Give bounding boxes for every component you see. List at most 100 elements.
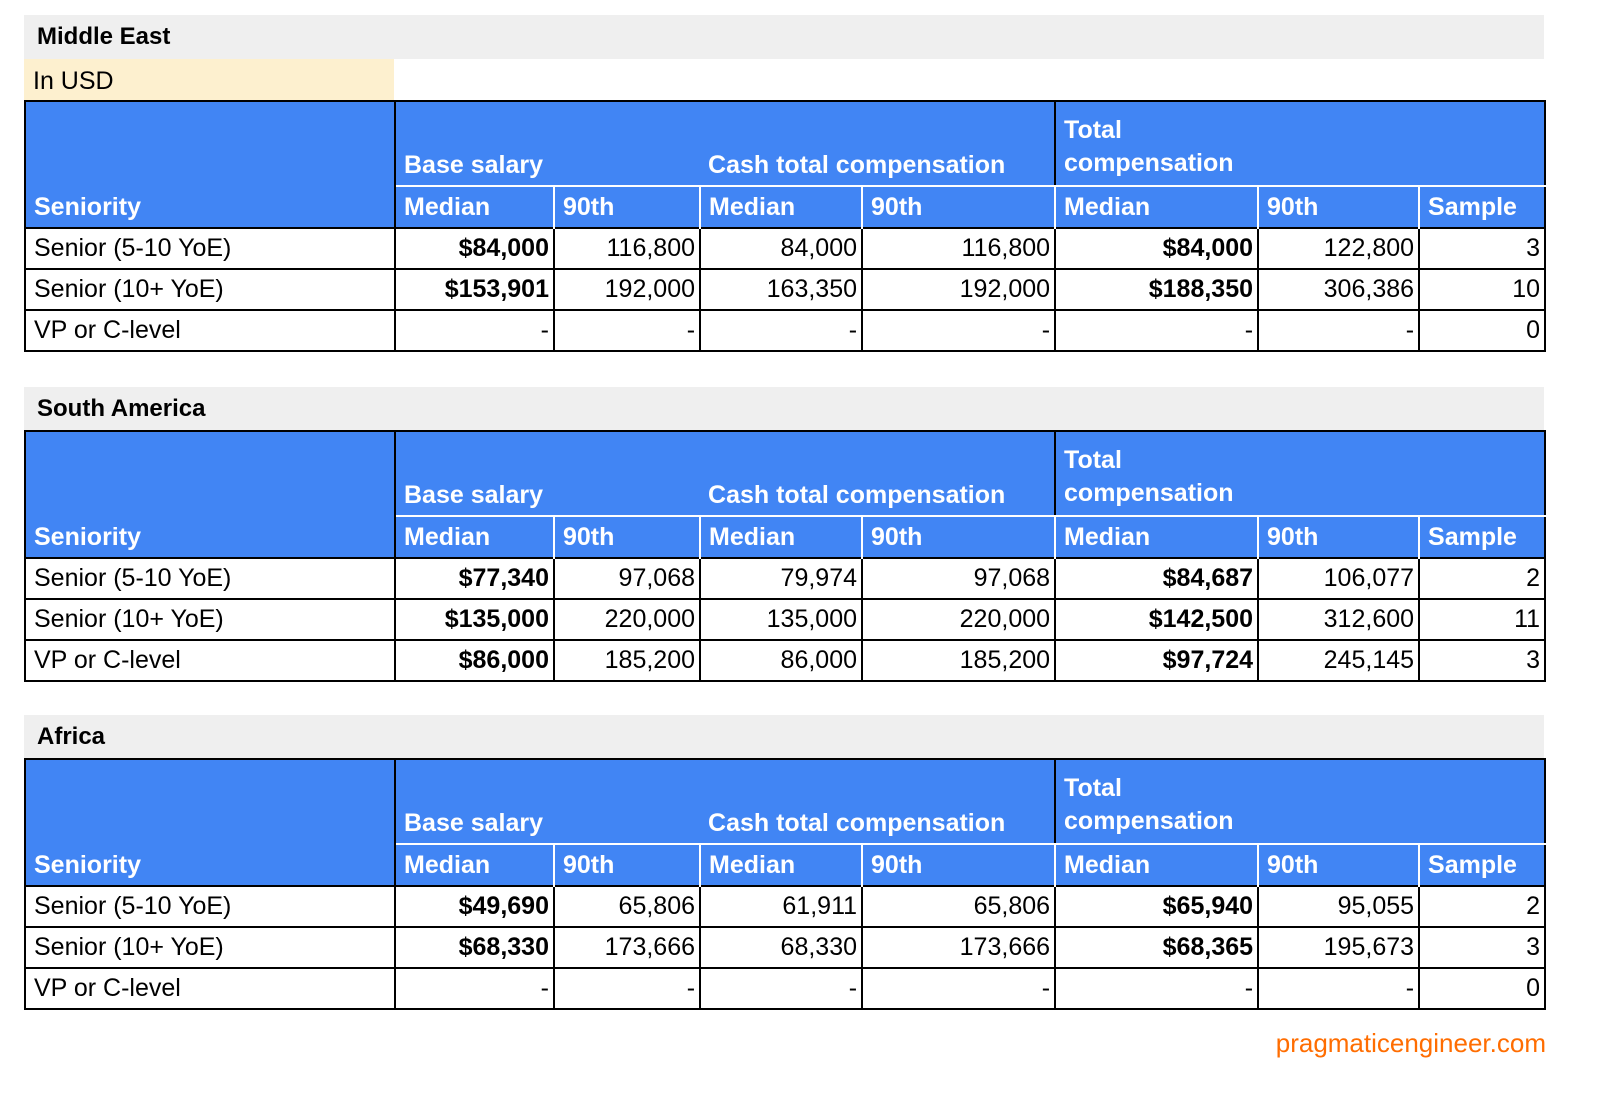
header-median: Median	[395, 516, 554, 558]
cell-base-median: $49,690	[394, 885, 555, 928]
header-seniority: Seniority	[25, 431, 396, 558]
header-sample: Sample	[1418, 516, 1546, 558]
cell-cash-median: 86,000	[699, 639, 864, 682]
cell-cash-90th: 65,806	[861, 885, 1057, 928]
header-90th: 90th	[1257, 516, 1420, 558]
cell-sample: 11	[1418, 598, 1547, 641]
cell-cash-median: 68,330	[699, 926, 864, 969]
cell-sample: 2	[1418, 885, 1547, 928]
cell-total-90th: 122,800	[1257, 227, 1421, 270]
cell-cash-90th: 185,200	[861, 639, 1057, 682]
header-base-salary: Base salary	[395, 101, 701, 187]
cell-total-90th: 245,145	[1257, 639, 1421, 682]
header-median: Median	[699, 516, 863, 558]
header-median: Median	[699, 844, 863, 886]
header-total-comp: Total compensation	[1054, 101, 1546, 187]
cell-cash-median: -	[699, 309, 864, 352]
cell-total-median: $84,687	[1054, 557, 1260, 600]
cell-base-90th: -	[552, 309, 702, 352]
cell-base-median: $84,000	[394, 227, 555, 270]
header-total-comp: Total compensation	[1054, 431, 1546, 517]
region-title: Africa	[24, 715, 1544, 759]
table-row: Senior (5-10 YoE) $49,690 65,806 61,911 …	[24, 885, 1547, 928]
cell-sample: 3	[1418, 639, 1547, 682]
cell-sample: 2	[1418, 557, 1547, 600]
cell-total-median: -	[1054, 967, 1260, 1010]
header-total-comp-label: Total compensation	[1064, 446, 1234, 507]
header-seniority: Seniority	[25, 101, 396, 228]
cell-base-median: -	[394, 967, 555, 1010]
header-sample: Sample	[1418, 186, 1546, 228]
header-90th: 90th	[861, 186, 1056, 228]
header-seniority: Seniority	[25, 759, 396, 886]
header-cash-total: Cash total compensation	[700, 101, 1056, 187]
header-90th: 90th	[1257, 844, 1420, 886]
cell-seniority: VP or C-level	[24, 639, 396, 682]
table-row: VP or C-level $86,000 185,200 86,000 185…	[24, 639, 1547, 682]
cell-total-90th: 312,600	[1257, 598, 1421, 641]
cell-cash-90th: 220,000	[861, 598, 1057, 641]
cell-seniority: Senior (10+ YoE)	[24, 598, 396, 641]
cell-seniority: Senior (5-10 YoE)	[24, 885, 396, 928]
cell-total-90th: 95,055	[1257, 885, 1421, 928]
region-title: South America	[24, 387, 1544, 431]
cell-seniority: VP or C-level	[24, 309, 396, 352]
cell-base-median: $86,000	[394, 639, 555, 682]
cell-cash-90th: -	[861, 309, 1057, 352]
table-row: Senior (10+ YoE) $135,000 220,000 135,00…	[24, 598, 1547, 641]
header-total-comp-label: Total compensation	[1064, 116, 1234, 177]
cell-total-median: $142,500	[1054, 598, 1260, 641]
currency-note: In USD	[24, 59, 394, 100]
compensation-table: Seniority Base salary Cash total compens…	[24, 430, 1547, 682]
cell-base-median: $77,340	[394, 557, 555, 600]
cell-seniority: Senior (10+ YoE)	[24, 268, 396, 311]
compensation-table: Seniority Base salary Cash total compens…	[24, 100, 1547, 352]
cell-total-median: -	[1054, 309, 1260, 352]
header-sample: Sample	[1418, 844, 1546, 886]
cell-base-90th: -	[552, 967, 702, 1010]
cell-total-median: $188,350	[1054, 268, 1260, 311]
header-cash-total: Cash total compensation	[700, 759, 1056, 845]
cell-total-90th: -	[1257, 967, 1421, 1010]
cell-sample: 3	[1418, 227, 1547, 270]
table-row: VP or C-level - - - - - - 0	[24, 967, 1547, 1010]
cell-sample: 3	[1418, 926, 1547, 969]
cell-base-90th: 173,666	[552, 926, 702, 969]
cell-cash-median: 135,000	[699, 598, 864, 641]
header-90th: 90th	[861, 516, 1056, 558]
cell-base-median: $68,330	[394, 926, 555, 969]
header-total-comp: Total compensation	[1054, 759, 1546, 845]
cell-base-90th: 116,800	[552, 227, 702, 270]
header-90th: 90th	[552, 516, 701, 558]
watermark-site: pragmaticengineer.com	[1275, 1028, 1546, 1058]
cell-base-90th: 192,000	[552, 268, 702, 311]
header-median: Median	[1054, 516, 1259, 558]
region-middle-east: Middle East In USD Seniority Base salary…	[24, 15, 1547, 352]
cell-seniority: Senior (5-10 YoE)	[24, 227, 396, 270]
cell-total-median: $97,724	[1054, 639, 1260, 682]
cell-sample: 0	[1418, 309, 1547, 352]
table-row: Senior (10+ YoE) $68,330 173,666 68,330 …	[24, 926, 1547, 969]
cell-cash-90th: 173,666	[861, 926, 1057, 969]
header-median: Median	[395, 186, 554, 228]
cell-seniority: Senior (10+ YoE)	[24, 926, 396, 969]
cell-cash-median: 84,000	[699, 227, 864, 270]
header-base-salary: Base salary	[395, 431, 701, 517]
region-africa: Africa Seniority Base salary Cash total …	[24, 715, 1547, 1011]
cell-cash-median: 163,350	[699, 268, 864, 311]
table-row: VP or C-level - - - - - - 0	[24, 309, 1547, 352]
cell-base-median: $153,901	[394, 268, 555, 311]
cell-cash-median: 61,911	[699, 885, 864, 928]
header-90th: 90th	[861, 844, 1056, 886]
compensation-table: Seniority Base salary Cash total compens…	[24, 758, 1547, 1010]
cell-base-90th: 65,806	[552, 885, 702, 928]
region-title: Middle East	[24, 15, 1544, 59]
table-row: Senior (10+ YoE) $153,901 192,000 163,35…	[24, 268, 1547, 311]
header-90th: 90th	[552, 186, 701, 228]
header-median: Median	[1054, 186, 1259, 228]
cell-base-90th: 185,200	[552, 639, 702, 682]
region-south-america: South America Seniority Base salary Cash…	[24, 387, 1547, 682]
header-median: Median	[699, 186, 863, 228]
cell-total-90th: 195,673	[1257, 926, 1421, 969]
cell-sample: 0	[1418, 967, 1547, 1010]
